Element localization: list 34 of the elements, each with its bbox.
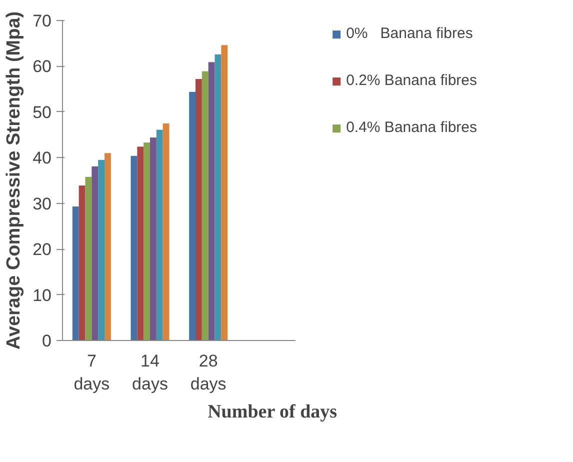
y-tick-label: 60 xyxy=(32,57,52,76)
y-tick-label: 30 xyxy=(32,194,52,214)
bar xyxy=(189,92,196,340)
bar xyxy=(162,123,170,340)
bar xyxy=(72,206,79,340)
y-tick-label: 40 xyxy=(32,148,52,168)
bar xyxy=(98,160,104,340)
bar xyxy=(221,45,228,340)
bar xyxy=(78,186,86,340)
bar xyxy=(130,156,138,340)
y-tick-label: 0 xyxy=(42,332,52,350)
y-tick-label: 10 xyxy=(32,286,52,305)
bar xyxy=(85,176,92,340)
bar xyxy=(137,146,144,340)
y-axis-title: Average Compressive Strength (Mpa) xyxy=(4,11,25,350)
x-tick-label: 14 days xyxy=(132,352,168,394)
legend-label: 0.2% Banana fibres xyxy=(346,72,477,89)
x-tick-label: 28 days xyxy=(190,352,226,394)
bar xyxy=(202,71,208,340)
bar xyxy=(104,153,111,340)
x-tick-label: 7 days xyxy=(74,352,110,394)
bar xyxy=(208,62,215,340)
bar xyxy=(144,142,150,340)
y-tick-label: 20 xyxy=(32,240,52,260)
legend-label: 0% Banana fibres xyxy=(346,25,473,42)
bar xyxy=(150,138,156,340)
y-tick-label: 50 xyxy=(32,102,52,122)
bar xyxy=(92,166,98,340)
legend-label: 0.4% Banana fibres xyxy=(346,119,477,136)
y-tick-label: 70 xyxy=(32,12,52,30)
bar xyxy=(214,54,222,340)
bar xyxy=(196,79,202,340)
bar xyxy=(156,130,163,340)
x-axis-title: Number of days xyxy=(208,401,338,422)
